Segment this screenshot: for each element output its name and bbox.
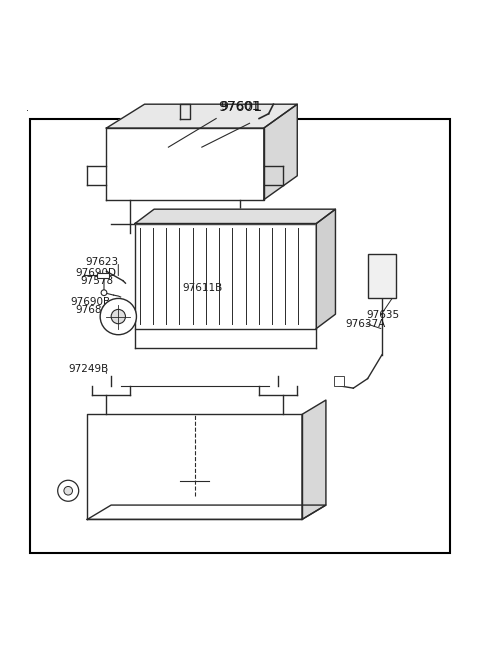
Bar: [135, 223, 316, 328]
Circle shape: [64, 486, 72, 495]
Circle shape: [58, 480, 79, 501]
Text: ·: ·: [26, 106, 29, 116]
Polygon shape: [107, 104, 297, 128]
Bar: [334, 376, 344, 386]
Text: 97623: 97623: [85, 257, 118, 267]
Text: 97637A: 97637A: [345, 319, 385, 328]
Bar: [97, 273, 109, 279]
Polygon shape: [264, 104, 297, 200]
Polygon shape: [87, 505, 326, 520]
Circle shape: [100, 298, 136, 334]
Text: 97680: 97680: [75, 306, 108, 315]
Text: 97635: 97635: [366, 310, 399, 320]
Polygon shape: [135, 209, 336, 223]
Circle shape: [111, 309, 125, 324]
Text: 97601: 97601: [220, 100, 260, 113]
Text: 97611B: 97611B: [183, 283, 223, 293]
Polygon shape: [87, 415, 302, 520]
Text: 97249B: 97249B: [68, 364, 108, 374]
Text: 97578: 97578: [80, 276, 113, 286]
Text: 97690B: 97690B: [71, 297, 111, 307]
Polygon shape: [316, 209, 336, 328]
FancyBboxPatch shape: [30, 118, 450, 553]
Text: 97601: 97601: [218, 100, 262, 114]
Text: 97690D: 97690D: [75, 267, 116, 278]
Circle shape: [101, 290, 107, 296]
FancyBboxPatch shape: [368, 254, 396, 298]
Polygon shape: [302, 400, 326, 520]
